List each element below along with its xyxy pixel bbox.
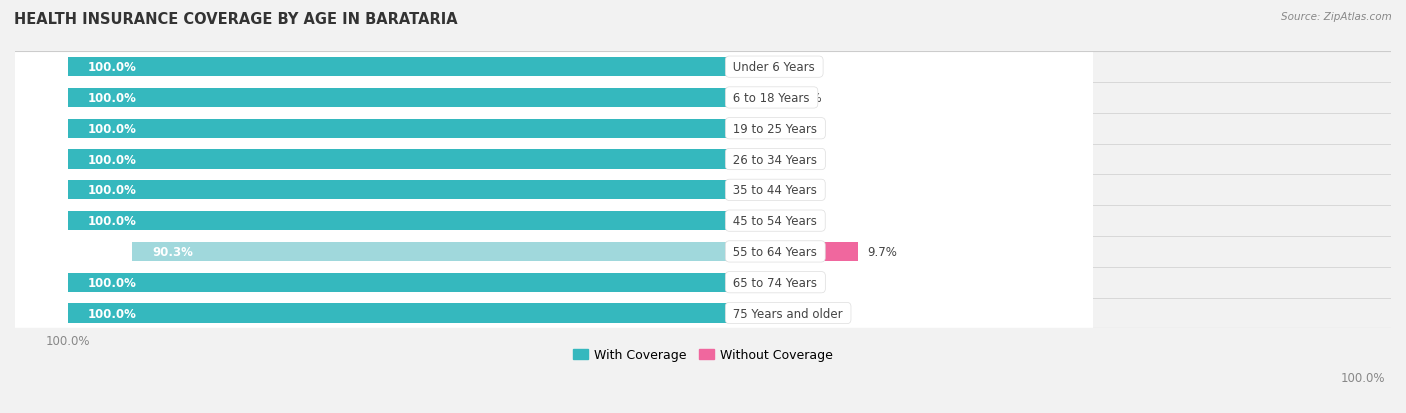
Text: 9.7%: 9.7%: [868, 245, 897, 258]
Bar: [1, 144, 1094, 175]
Bar: [730, 304, 782, 323]
Bar: [1, 298, 1094, 329]
Text: 90.3%: 90.3%: [152, 245, 193, 258]
Text: 0.0%: 0.0%: [793, 276, 823, 289]
Text: 0.0%: 0.0%: [793, 61, 823, 74]
Bar: [67, 181, 730, 200]
Bar: [730, 181, 782, 200]
Bar: [1, 114, 1094, 144]
Bar: [730, 58, 782, 77]
Text: 100.0%: 100.0%: [87, 184, 136, 197]
Text: 100.0%: 100.0%: [87, 307, 136, 320]
Bar: [67, 150, 730, 169]
Bar: [1, 206, 1094, 237]
Text: 100.0%: 100.0%: [87, 61, 136, 74]
Bar: [730, 273, 782, 292]
Bar: [67, 119, 730, 138]
Text: 100.0%: 100.0%: [87, 215, 136, 228]
Text: 55 to 64 Years: 55 to 64 Years: [730, 245, 821, 258]
Bar: [1, 52, 1094, 83]
Text: 100.0%: 100.0%: [87, 122, 136, 135]
Text: Under 6 Years: Under 6 Years: [730, 61, 818, 74]
Text: 35 to 44 Years: 35 to 44 Years: [730, 184, 821, 197]
Text: 19 to 25 Years: 19 to 25 Years: [730, 122, 821, 135]
Text: 6 to 18 Years: 6 to 18 Years: [730, 92, 814, 105]
Legend: With Coverage, Without Coverage: With Coverage, Without Coverage: [568, 344, 838, 367]
Bar: [67, 273, 730, 292]
Text: 0.0%: 0.0%: [793, 153, 823, 166]
Text: HEALTH INSURANCE COVERAGE BY AGE IN BARATARIA: HEALTH INSURANCE COVERAGE BY AGE IN BARA…: [14, 12, 458, 27]
Text: Source: ZipAtlas.com: Source: ZipAtlas.com: [1281, 12, 1392, 22]
Text: 0.0%: 0.0%: [793, 215, 823, 228]
Text: 45 to 54 Years: 45 to 54 Years: [730, 215, 821, 228]
Text: 0.0%: 0.0%: [793, 92, 823, 105]
Bar: [1, 83, 1094, 114]
Bar: [730, 211, 782, 230]
Bar: [67, 58, 730, 77]
Bar: [132, 242, 730, 261]
Text: 0.0%: 0.0%: [793, 307, 823, 320]
Text: 0.0%: 0.0%: [793, 184, 823, 197]
Bar: [730, 242, 858, 261]
Bar: [1, 267, 1094, 298]
Text: 65 to 74 Years: 65 to 74 Years: [730, 276, 821, 289]
Bar: [730, 119, 782, 138]
Bar: [67, 211, 730, 230]
Text: 100.0%: 100.0%: [1340, 371, 1385, 384]
Text: 0.0%: 0.0%: [793, 122, 823, 135]
Text: 26 to 34 Years: 26 to 34 Years: [730, 153, 821, 166]
Text: 100.0%: 100.0%: [87, 153, 136, 166]
Bar: [730, 89, 782, 108]
Bar: [1, 175, 1094, 206]
Text: 100.0%: 100.0%: [87, 276, 136, 289]
Text: 75 Years and older: 75 Years and older: [730, 307, 846, 320]
Bar: [67, 304, 730, 323]
Bar: [67, 89, 730, 108]
Bar: [1, 237, 1094, 267]
Bar: [730, 150, 782, 169]
Text: 100.0%: 100.0%: [87, 92, 136, 105]
